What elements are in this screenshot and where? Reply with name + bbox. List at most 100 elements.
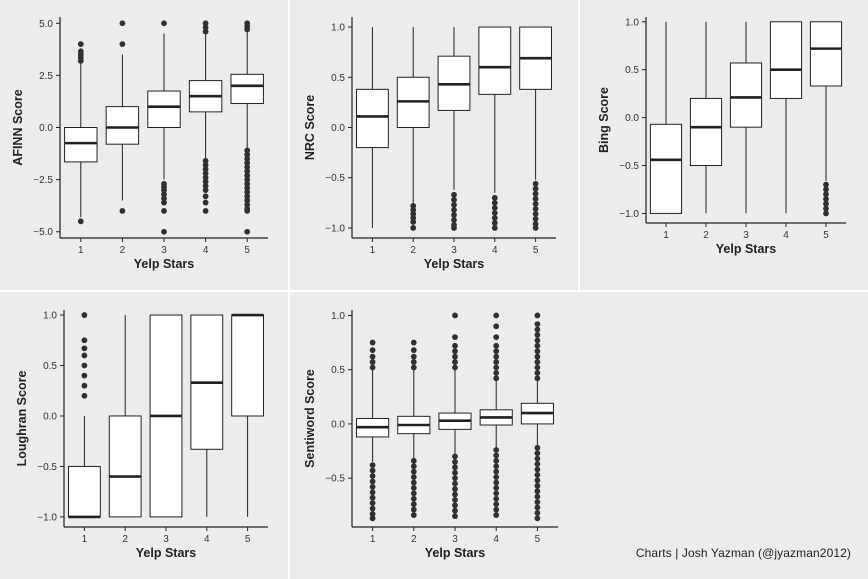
box-star-2 (396, 27, 430, 231)
outlier-point (369, 347, 376, 354)
box-star-3 (149, 314, 183, 518)
outlier-point (202, 162, 209, 168)
box-star-3 (147, 20, 181, 235)
box-star-1 (355, 27, 389, 228)
outlier-point (202, 182, 209, 189)
outlier-point (493, 463, 500, 470)
outlier-point (410, 347, 417, 354)
outlier-point (534, 466, 541, 473)
box-star-4 (478, 26, 512, 231)
outlier-point (77, 41, 84, 48)
x-tick-label: 2 (120, 245, 126, 256)
outlier-point (534, 515, 541, 522)
outlier-point (491, 220, 498, 226)
outlier-point (244, 176, 251, 183)
outlier-point (161, 207, 167, 214)
box-star-2 (689, 21, 723, 214)
outlier-point (451, 196, 457, 203)
outlier-point (823, 196, 829, 202)
y-tick-label: 0.5 (625, 65, 639, 76)
outlier-point (534, 364, 541, 371)
outlier-point (534, 337, 541, 344)
outlier-point (161, 20, 167, 27)
box-iqr (729, 62, 763, 128)
nrc-boxplot: −1.0 −0.5 0.0 0.5 1.0 1 2 3 4 5 Yelp Stars NRC Scor… (290, 0, 578, 290)
outlier-point (202, 174, 209, 181)
outlier-point (244, 20, 251, 27)
outlier-point (823, 191, 829, 198)
outlier-point (532, 195, 539, 202)
outlier-point (452, 359, 458, 365)
box-iqr (769, 21, 803, 99)
box-iqr (67, 465, 101, 518)
outlier-point (244, 228, 251, 235)
outlier-point (244, 201, 251, 208)
outlier-point (534, 450, 541, 457)
outlier-point (493, 353, 500, 360)
outlier-point (81, 372, 88, 379)
box-iqr (689, 97, 723, 167)
outlier-point (534, 499, 541, 505)
outlier-point (493, 506, 500, 513)
loughran-boxplot-svg: −1.0 −0.5 0.0 0.5 1.0 1 2 3 4 5 Yelp Stars Loughran… (15, 310, 268, 560)
x-tick-label: 5 (535, 534, 541, 545)
outlier-point (244, 164, 251, 171)
outlier-point (410, 210, 417, 217)
outlier-point (161, 191, 167, 198)
outlier-point (410, 364, 417, 371)
outlier-point (491, 199, 498, 206)
outlier-point (410, 215, 417, 221)
box-star-5 (520, 312, 554, 522)
x-tick-label: 3 (451, 245, 457, 256)
x-tick-label: 1 (78, 245, 84, 256)
outlier-point (451, 211, 457, 218)
outlier-point (244, 185, 251, 191)
outlier-point (452, 496, 458, 503)
outlier-point (369, 353, 376, 360)
outlier-point (410, 506, 417, 513)
outlier-point (369, 483, 376, 490)
y-tick-label: 1.0 (43, 311, 57, 322)
x-tick-label: 1 (663, 230, 669, 241)
outlier-point (534, 461, 541, 467)
x-axis-title: Yelp Stars (136, 546, 196, 560)
outlier-point (452, 475, 458, 482)
outlier-point (493, 474, 500, 480)
x-tick-label: 3 (743, 230, 749, 241)
y-tick-label: −1.0 (37, 512, 57, 523)
x-tick-label: 5 (245, 534, 251, 545)
outlier-point (452, 334, 458, 341)
outlier-point (81, 362, 88, 369)
outlier-point (119, 41, 126, 48)
outlier-point (369, 505, 376, 512)
x-tick-label: 4 (492, 245, 498, 256)
outlier-point (410, 202, 417, 209)
outlier-point (534, 342, 541, 349)
outlier-point (81, 352, 88, 359)
sentiword-boxplot: −0.5 0.0 0.5 1.0 1 2 3 4 5 Yelp Stars Sentiword Sc… (290, 292, 578, 579)
outlier-point (410, 512, 417, 518)
outlier-point (452, 464, 458, 471)
outlier-point (534, 332, 541, 338)
x-tick-label: 5 (533, 245, 539, 256)
x-tick-label: 4 (783, 230, 789, 241)
box-star-5 (230, 20, 264, 235)
x-tick-label: 2 (122, 534, 128, 545)
x-tick-label: 1 (370, 245, 376, 256)
outlier-point (493, 375, 500, 382)
outlier-point (491, 215, 498, 221)
outlier-point (534, 472, 541, 478)
x-tick-label: 4 (203, 245, 209, 256)
y-tick-label: 0.0 (39, 123, 53, 134)
outlier-point (244, 180, 251, 187)
outlier-point (823, 200, 829, 207)
outlier-point (410, 468, 417, 475)
outlier-point (532, 180, 539, 187)
outlier-point (451, 206, 457, 213)
separator-vertical-1 (288, 0, 290, 579)
outlier-point (410, 463, 417, 470)
x-axis-title: Yelp Stars (424, 257, 484, 271)
outlier-point (244, 151, 251, 158)
box-star-1 (649, 21, 683, 214)
box-star-5 (231, 313, 265, 517)
